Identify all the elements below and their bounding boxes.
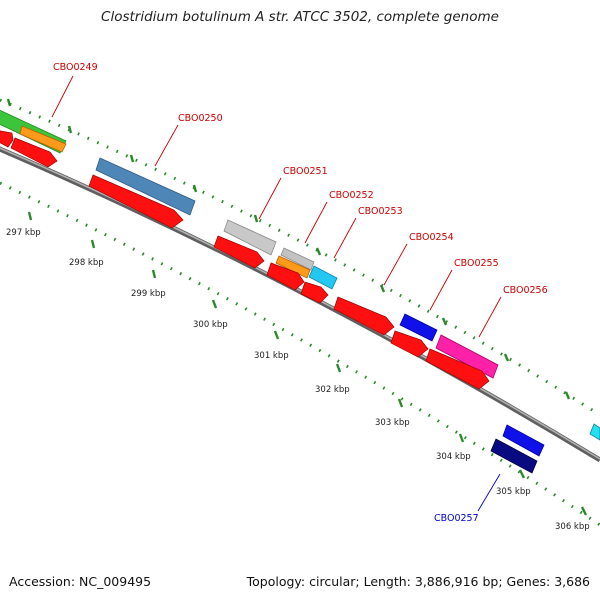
cog-feature-magenta [435, 334, 499, 379]
leader-line [477, 473, 501, 512]
kbp-label: 299 kbp [131, 289, 166, 299]
gene-label-cbo0253[interactable]: CBO0253 [358, 206, 403, 217]
kbp-label: 303 kbp [375, 418, 410, 428]
leader-line [383, 243, 408, 286]
major-ticks [27, 211, 588, 516]
kbp-label: 304 kbp [436, 452, 471, 462]
cog-feature-cyan [308, 265, 338, 290]
kbp-label: 300 kbp [193, 320, 228, 330]
genome-summary-text: Topology: circular; Length: 3,886,916 bp… [246, 574, 590, 589]
outer-tick-ring [0, 98, 600, 417]
gene-arrow [300, 281, 329, 304]
gene-label-cbo0251[interactable]: CBO0251 [283, 166, 328, 177]
gene-arrow [88, 174, 184, 229]
outer-major-ticks [6, 98, 571, 400]
gene-arrow [10, 137, 58, 168]
genome-backbone [0, 146, 600, 463]
cog-feature-steelblue [95, 157, 196, 216]
leader-line [333, 217, 357, 259]
kbp-label: 301 kbp [254, 351, 289, 361]
cog-feature-cyan [589, 423, 600, 441]
cog-feature-navy [490, 438, 538, 474]
leader-line [154, 124, 179, 167]
kbp-label: 305 kbp [496, 487, 531, 497]
kbp-label: 298 kbp [69, 258, 104, 268]
gene-label-cbo0250[interactable]: CBO0250 [178, 113, 223, 124]
kbp-label: 302 kbp [315, 385, 350, 395]
gene-label-cbo0254[interactable]: CBO0254 [409, 232, 454, 243]
cog-feature-lightgrey [223, 219, 277, 256]
accession-text: Accession: NC_009495 [9, 574, 152, 589]
cog-feature-orange [19, 125, 67, 153]
cog-feature-track [0, 109, 600, 474]
kbp-label: 297 kbp [6, 228, 41, 238]
cog-feature-blue [399, 313, 438, 342]
cog-feature-blue [502, 424, 545, 457]
gene-label-cbo0257[interactable]: CBO0257 [434, 513, 479, 524]
leader-line [429, 269, 453, 311]
leader-line [258, 177, 282, 220]
forward-gene-track [0, 130, 490, 390]
leader-line [51, 75, 74, 118]
inner-tick-ring [0, 181, 600, 527]
gene-arrow [0, 130, 14, 148]
leader-line [478, 296, 502, 338]
gene-arrow [390, 330, 429, 358]
gene-label-cbo0249[interactable]: CBO0249 [53, 62, 98, 73]
kbp-label: 306 kbp [555, 522, 590, 532]
cog-feature-grey [280, 247, 315, 271]
gene-arrow [213, 235, 265, 269]
gene-label-cbo0256[interactable]: CBO0256 [503, 285, 548, 296]
leader-line [304, 201, 328, 244]
gene-label-cbo0252[interactable]: CBO0252 [329, 190, 374, 201]
gene-arrow [333, 296, 395, 336]
label-leader-lines [51, 75, 502, 512]
gene-labels: CBO0249 CBO0250 CBO0251 CBO0252 CBO0253 … [53, 62, 548, 524]
gene-arrow [266, 262, 305, 291]
gene-arrow [425, 348, 490, 390]
genome-backbone-highlight [0, 147, 600, 460]
cog-feature-orange [275, 255, 311, 279]
map-title: Clostridium botulinum A str. ATCC 3502, … [101, 9, 499, 25]
gene-label-cbo0255[interactable]: CBO0255 [454, 258, 499, 269]
